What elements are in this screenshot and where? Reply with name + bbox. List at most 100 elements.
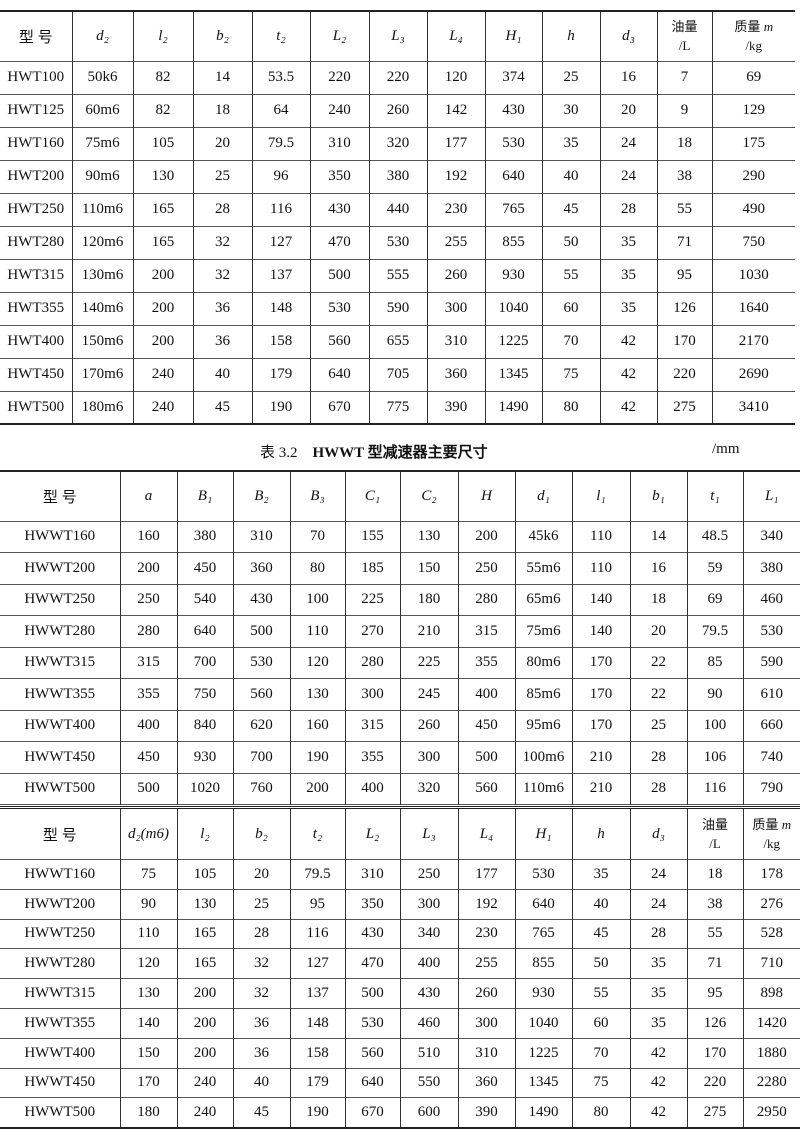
value-cell: 310 <box>344 859 400 890</box>
value-cell: 53.5 <box>251 61 310 94</box>
value-cell: 3410 <box>711 391 795 424</box>
value-cell: 200 <box>132 325 193 358</box>
value-cell: 75m6 <box>514 615 572 647</box>
value-cell: 42 <box>599 358 657 391</box>
value-cell: 45 <box>192 391 252 424</box>
value-cell: 35 <box>599 292 657 325</box>
model-cell: HWT355 <box>7 300 65 316</box>
model-cell: HWT100 <box>7 69 65 85</box>
value-cell: 360 <box>426 358 485 391</box>
value-cell: 660 <box>742 710 800 742</box>
value-cell: 300 <box>399 889 458 920</box>
value-cell: 55m6 <box>514 552 572 584</box>
value-cell: 70 <box>571 1038 630 1069</box>
value-cell: 14 <box>192 61 252 94</box>
value-cell: 80m6 <box>514 647 572 679</box>
value-cell: 126 <box>656 292 712 325</box>
value-cell: 530 <box>484 127 542 160</box>
value-cell: 765 <box>484 193 542 226</box>
value-cell: 710 <box>742 948 800 979</box>
value-cell: 1490 <box>514 1097 572 1128</box>
value-cell: 116 <box>251 193 310 226</box>
column-header: l₂ <box>176 807 233 860</box>
value-cell: 79.5 <box>251 127 310 160</box>
column-header: L₃ <box>399 807 458 860</box>
column-header-line: /L <box>678 38 691 54</box>
column-header: t₂ <box>289 807 345 860</box>
value-cell: 500 <box>309 259 369 292</box>
column-header: b₂ <box>192 11 252 61</box>
value-cell: 930 <box>484 259 542 292</box>
value-cell: 45 <box>571 919 630 949</box>
model-cell: HWT125 <box>7 102 65 118</box>
table-row: HWWT250 110 165 28 116 430 340 230 765 45 28 55 528 <box>0 919 800 949</box>
value-cell: 110m6 <box>514 773 572 805</box>
model-cell: HWWT280 <box>24 622 96 639</box>
value-cell: 855 <box>484 226 542 259</box>
value-cell: 540 <box>176 584 233 616</box>
value-cell: 510 <box>399 1038 458 1069</box>
model-cell: HWWT500 <box>24 1104 96 1121</box>
table-row: HWWT500 180 240 45 190 670 600 390 1490 80 42 275 29… <box>0 1097 800 1128</box>
value-cell: 240 <box>176 1068 233 1098</box>
value-cell: 260 <box>368 94 427 127</box>
value-cell: 590 <box>742 647 800 679</box>
value-cell: 260 <box>399 710 458 742</box>
value-cell: 106 <box>686 741 743 773</box>
column-header-line: 油量 <box>671 19 698 35</box>
value-cell: 530 <box>368 226 427 259</box>
value-cell: 260 <box>426 259 485 292</box>
value-cell: 165 <box>176 948 233 979</box>
table-row: HWWT315 130 200 32 137 500 430 260 930 55 35 95 898 <box>0 978 800 1009</box>
value-cell: 36 <box>192 292 252 325</box>
value-cell: 95 <box>686 978 743 1009</box>
value-cell: 30 <box>541 94 600 127</box>
model-cell: HWWT160 <box>24 528 96 545</box>
model-cell: HWWT315 <box>24 985 96 1002</box>
value-cell: 192 <box>457 889 515 920</box>
value-cell: 175 <box>711 127 795 160</box>
value-cell: 220 <box>686 1068 743 1098</box>
value-cell: 705 <box>368 358 427 391</box>
model-cell: HWWT355 <box>24 1014 96 1031</box>
value-cell: 64 <box>251 94 310 127</box>
value-cell: 220 <box>309 61 369 94</box>
value-cell: 148 <box>289 1008 345 1039</box>
value-cell: 500 <box>232 615 290 647</box>
value-cell: 25 <box>232 889 290 920</box>
value-cell: 1225 <box>514 1038 572 1069</box>
value-cell: 275 <box>656 391 712 424</box>
column-header: b₂ <box>232 807 290 860</box>
value-cell: 75 <box>119 859 177 890</box>
value-cell: 100 <box>289 584 345 616</box>
model-cell: HWT280 <box>7 234 65 250</box>
value-cell: 200 <box>289 773 345 805</box>
value-cell: 22 <box>629 647 687 679</box>
table-row: HWWT200 200 450 360 80 185 150 250 55m6 110 16 59 38… <box>0 552 800 584</box>
value-cell: 69 <box>686 584 743 616</box>
value-cell: 380 <box>742 552 800 584</box>
column-header: L₄ <box>426 11 485 61</box>
value-cell: 192 <box>426 160 485 193</box>
value-cell: 100 <box>686 710 743 742</box>
value-cell: 350 <box>309 160 369 193</box>
value-cell: 170 <box>119 1068 177 1098</box>
value-cell: 16 <box>599 61 657 94</box>
value-cell: 65m6 <box>514 584 572 616</box>
value-cell: 310 <box>457 1038 515 1069</box>
value-cell: 180 <box>119 1097 177 1128</box>
value-cell: 177 <box>426 127 485 160</box>
value-cell: 400 <box>344 773 400 805</box>
value-cell: 20 <box>599 94 657 127</box>
table-row: HWWT450 170 240 40 179 640 550 360 1345 75 42 220 22… <box>0 1068 800 1098</box>
value-cell: 640 <box>514 889 572 920</box>
value-cell: 315 <box>344 710 400 742</box>
value-cell: 79.5 <box>289 859 345 890</box>
value-cell: 70 <box>289 521 345 553</box>
value-cell: 50k6 <box>71 61 133 94</box>
value-cell: 35 <box>629 1008 687 1039</box>
value-cell: 130 <box>289 678 345 710</box>
value-cell: 210 <box>571 741 630 773</box>
table-row: HWWT400 400 840 620 160 315 260 450 95m6 170 25 100… <box>0 710 800 742</box>
